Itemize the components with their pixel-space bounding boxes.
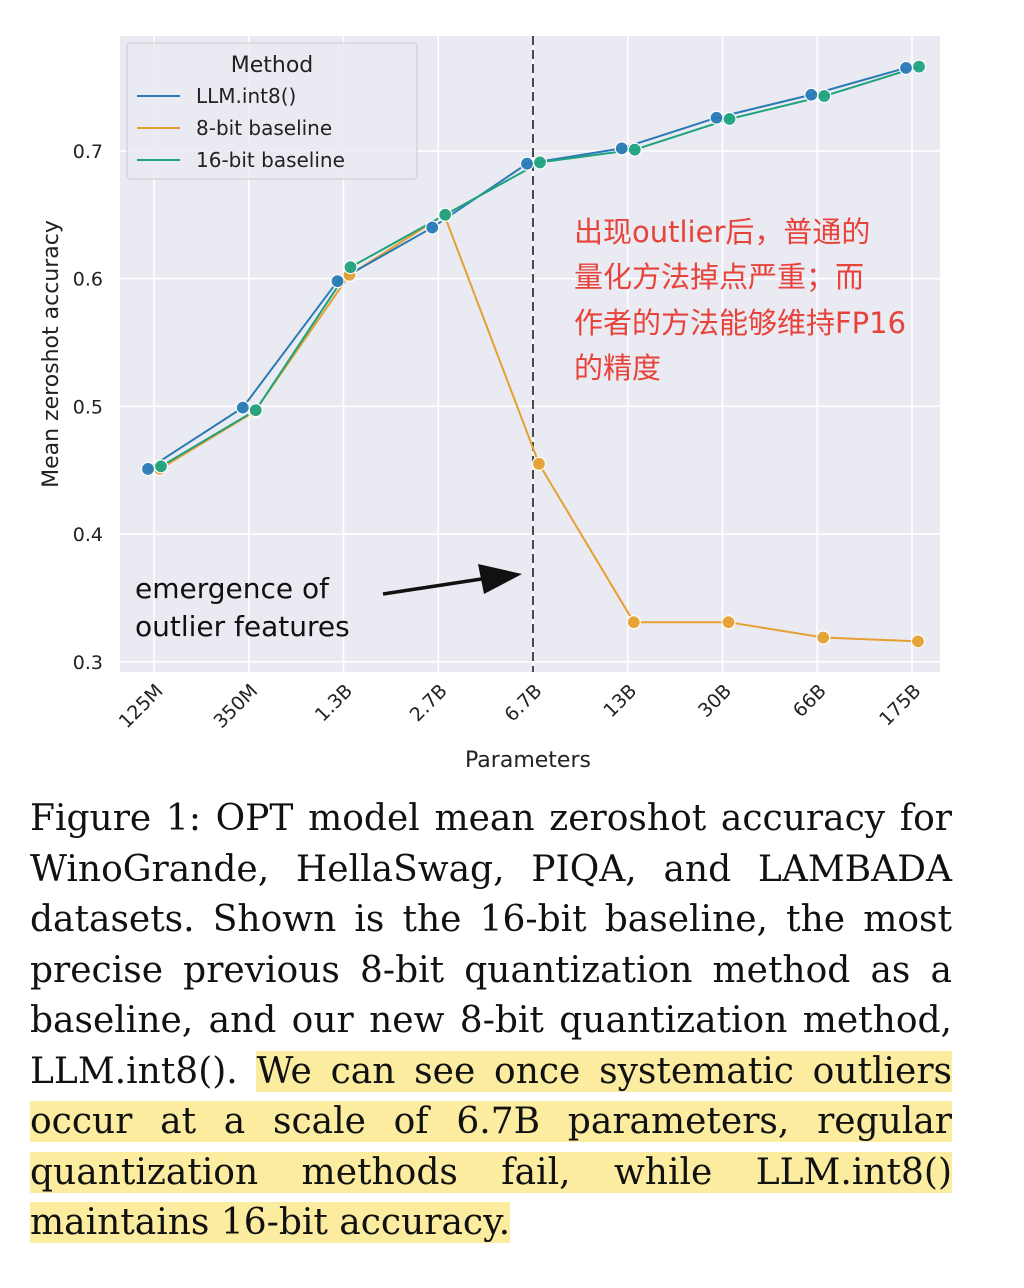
series-point — [519, 156, 535, 171]
x-tick-label: 2.7B — [406, 680, 452, 726]
series-point — [804, 87, 819, 102]
series-point — [438, 207, 453, 222]
series-point — [140, 461, 156, 477]
x-axis-label: Parameters — [465, 748, 591, 773]
series-points — [140, 59, 927, 649]
accuracy-line-chart: 0.3 0.4 0.5 0.6 0.7 125M 350M 1.3B 2.7B 6.7B 13B 3… — [39, 36, 940, 773]
x-tick-labels: 125M 350M 1.3B 2.7B 6.7B 13B 30B 66B 175B — [115, 680, 926, 733]
series-point — [722, 111, 737, 127]
y-tick-label: 0.7 — [73, 141, 103, 163]
x-tick-label: 13B — [599, 680, 641, 722]
annotation-line-2: outlier features — [135, 610, 350, 643]
x-tick-label: 125M — [115, 680, 168, 733]
legend-label: 16-bit baseline — [196, 148, 345, 172]
note-line-3: 作者的方法能够维持FP16 — [574, 306, 906, 340]
legend-box — [126, 42, 418, 180]
series-point — [910, 634, 926, 649]
x-tick-label: 1.3B — [311, 680, 357, 726]
series-point — [614, 141, 629, 156]
series-point — [235, 400, 250, 415]
x-tick-label: 350M — [209, 680, 262, 733]
series-point — [532, 155, 548, 170]
figure-caption: Figure 1: OPT model mean zeroshot accura… — [30, 794, 952, 1249]
series-point — [816, 630, 831, 645]
series-point — [343, 260, 358, 275]
y-tick-label: 0.6 — [73, 269, 103, 291]
series-point — [153, 459, 169, 474]
annotation-arrow-shaft — [382, 576, 489, 596]
y-tick-labels: 0.3 0.4 0.5 0.6 0.7 — [73, 141, 103, 674]
series-point — [330, 274, 345, 289]
series-point — [817, 88, 832, 104]
y-tick-label: 0.4 — [73, 524, 103, 546]
outlier-annotation: emergence of outlier features — [135, 564, 522, 643]
chinese-note: 出现outlier后，普通的 量化方法掉点严重；而 作者的方法能够维持FP16 … — [574, 215, 906, 385]
x-tick-label: 30B — [694, 680, 736, 722]
y-tick-label: 0.5 — [73, 396, 103, 418]
legend-title: Method — [231, 53, 314, 78]
note-line-1: 出现outlier后，普通的 — [574, 215, 870, 249]
series-point — [721, 615, 736, 630]
series-point — [248, 403, 263, 418]
note-line-2: 量化方法掉点严重；而 — [574, 260, 864, 294]
x-tick-label: 175B — [875, 680, 925, 730]
x-tick-label: 6.7B — [500, 680, 546, 726]
series-point — [627, 142, 642, 157]
caption-text: Figure 1: OPT model mean zeroshot accura… — [30, 798, 952, 1092]
legend: Method LLM.int8() 8-bit baseline 16-bit ba… — [126, 42, 418, 180]
series-point — [531, 456, 547, 471]
series-point — [626, 615, 641, 630]
series-point — [425, 220, 440, 235]
note-line-4: 的精度 — [574, 351, 661, 385]
y-tick-label: 0.3 — [73, 652, 103, 674]
series-point — [911, 59, 927, 74]
series-point — [709, 110, 724, 125]
legend-label: LLM.int8() — [196, 84, 296, 108]
y-axis-label: Mean zeroshot accuracy — [39, 220, 64, 488]
legend-entries: LLM.int8() 8-bit baseline 16-bit baseline — [137, 84, 345, 172]
caption-highlight: We can see once systematic outliers occu… — [30, 1050, 952, 1243]
legend-label: 8-bit baseline — [196, 116, 332, 140]
annotation-line-1: emergence of — [135, 572, 330, 605]
chart-figure: 0.3 0.4 0.5 0.6 0.7 125M 350M 1.3B 2.7B 6.7B 13B 3… — [39, 36, 940, 773]
annotation-arrow-head — [478, 564, 522, 594]
x-tick-label: 66B — [789, 680, 831, 722]
series-point — [898, 60, 914, 76]
